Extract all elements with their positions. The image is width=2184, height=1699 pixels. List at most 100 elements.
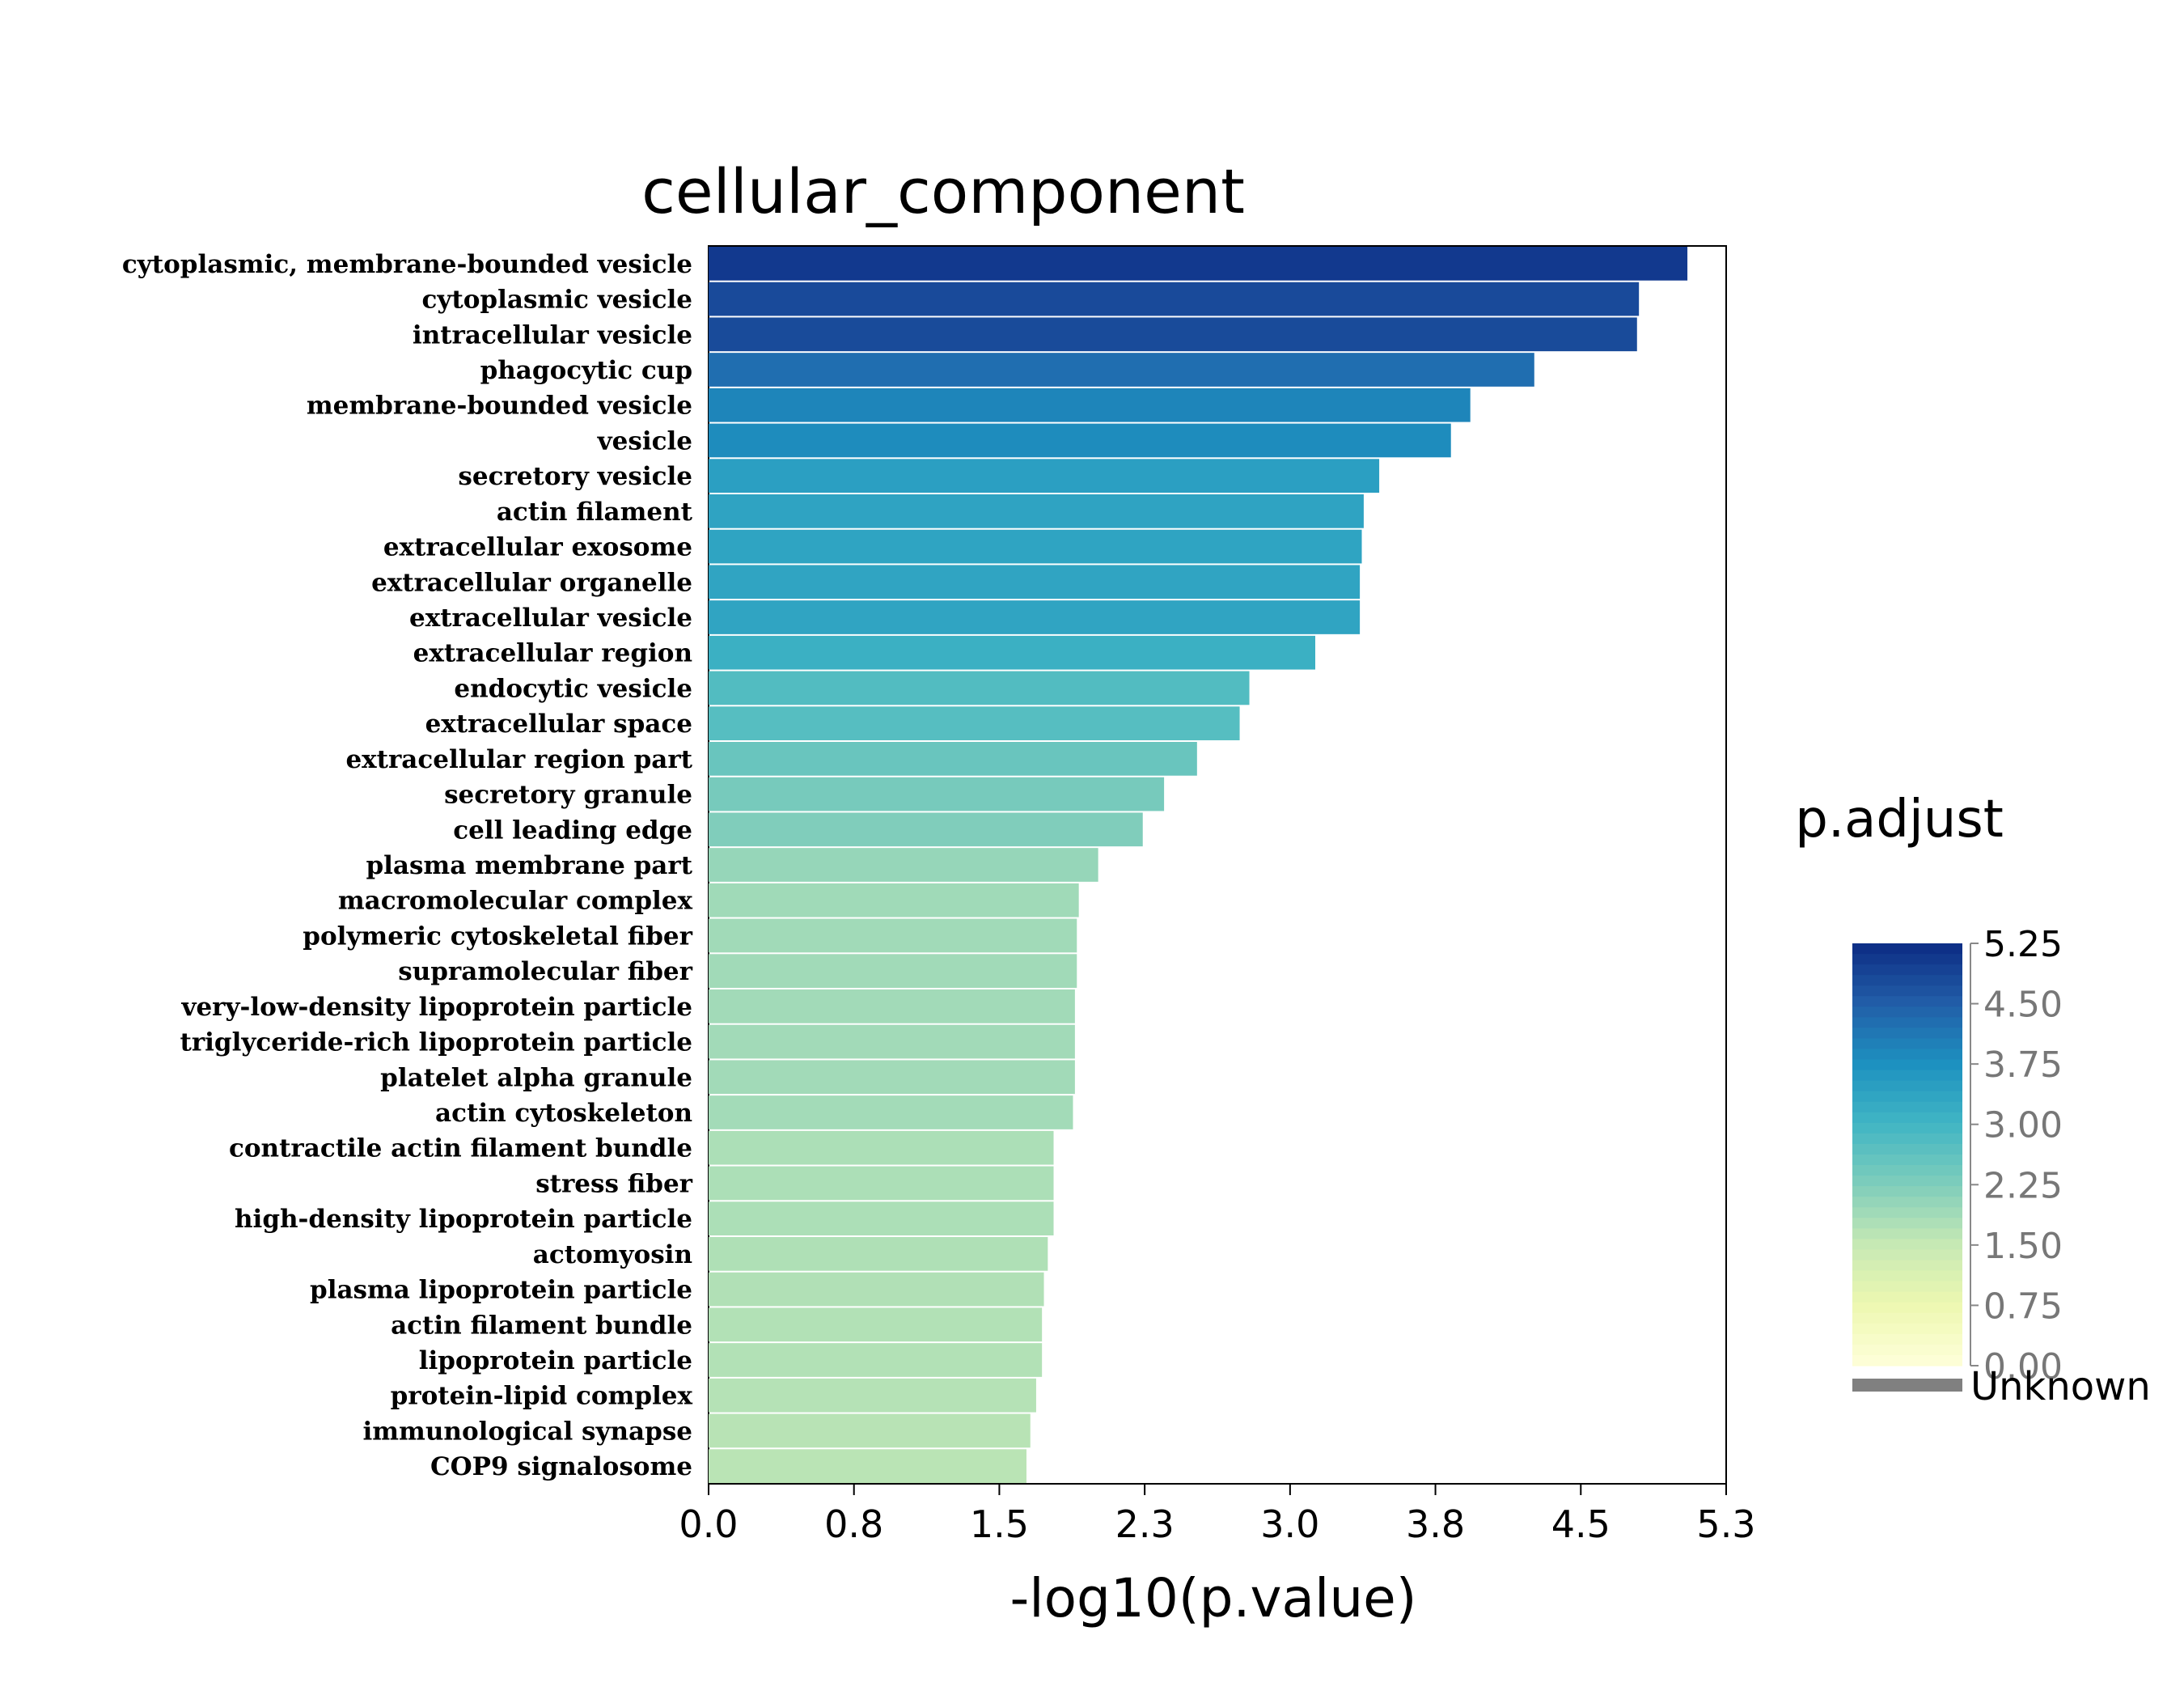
category-label: macromolecular complex bbox=[338, 887, 693, 916]
x-tick-label: 0.0 bbox=[679, 1502, 738, 1546]
bar bbox=[709, 1413, 1031, 1448]
bar bbox=[709, 1130, 1054, 1165]
legend-color-step bbox=[1852, 975, 1962, 986]
legend-color-step bbox=[1852, 1218, 1962, 1229]
bar bbox=[709, 1237, 1048, 1271]
category-label: cell leading edge bbox=[453, 816, 692, 845]
category-label: stress fiber bbox=[535, 1169, 692, 1198]
legend-color-step bbox=[1852, 1176, 1962, 1187]
legend-color-step bbox=[1852, 943, 1962, 955]
legend-colorbar bbox=[1852, 943, 1962, 1366]
x-tick-label: 5.3 bbox=[1696, 1502, 1755, 1546]
x-tick-label: 0.8 bbox=[824, 1502, 883, 1546]
category-label: plasma membrane part bbox=[366, 851, 692, 880]
legend-color-step bbox=[1852, 1312, 1962, 1324]
bar bbox=[709, 423, 1451, 458]
legend-tick-label: 1.50 bbox=[1983, 1226, 2063, 1267]
plot-area: cytoplasmic, membrane-bounded vesicle cyt… bbox=[122, 245, 1727, 1485]
category-label: very-low-density lipoprotein particle bbox=[180, 993, 692, 1022]
category-label: platelet alpha granule bbox=[380, 1063, 692, 1092]
legend-tick-label: 3.75 bbox=[1983, 1044, 2063, 1086]
x-axis: 0.0 0.8 1.5 2.3 3.0 3.8 4.5 5.3 bbox=[679, 1483, 1756, 1546]
category-label: actin filament bundle bbox=[391, 1311, 692, 1340]
legend-color-step bbox=[1852, 1228, 1962, 1239]
legend-unknown-label: Unknown bbox=[1970, 1364, 2151, 1409]
category-label: immunological synapse bbox=[362, 1417, 692, 1446]
legend-color-step bbox=[1852, 954, 1962, 965]
category-label: triglyceride-rich lipoprotein particle bbox=[180, 1028, 693, 1057]
legend-tick-label: 0.00 bbox=[1983, 1346, 2063, 1388]
bar bbox=[709, 848, 1098, 882]
legend-color-step bbox=[1852, 1049, 1962, 1061]
bar bbox=[709, 1024, 1075, 1059]
legend-color-step bbox=[1852, 1249, 1962, 1261]
category-label: actin filament bbox=[497, 498, 693, 527]
legend-color-step bbox=[1852, 1270, 1962, 1282]
bar bbox=[709, 353, 1534, 387]
legend-color-step bbox=[1852, 1027, 1962, 1040]
category-label: vesicle bbox=[597, 426, 692, 455]
category-label: extracellular region part bbox=[345, 745, 692, 774]
legend-color-step bbox=[1852, 1291, 1962, 1303]
bar bbox=[709, 317, 1637, 352]
bar bbox=[709, 1272, 1044, 1307]
legend-color-step bbox=[1852, 1302, 1962, 1314]
legend-tick-label: 4.50 bbox=[1983, 985, 2063, 1026]
bar bbox=[709, 954, 1077, 988]
bar bbox=[709, 459, 1380, 493]
x-axis-title: -log10(p.value) bbox=[1009, 1567, 1416, 1629]
legend-color-step bbox=[1852, 1239, 1962, 1251]
bar bbox=[709, 1060, 1075, 1095]
bar bbox=[709, 742, 1197, 776]
legend-color-step bbox=[1852, 1155, 1962, 1166]
x-tick-label: 4.5 bbox=[1551, 1502, 1610, 1546]
bar bbox=[709, 777, 1165, 811]
legend-color-step bbox=[1852, 1133, 1962, 1145]
legend-color-step bbox=[1852, 1143, 1962, 1155]
category-label: intracellular vesicle bbox=[413, 320, 692, 350]
category-label: actin cytoskeleton bbox=[435, 1099, 692, 1128]
category-label: membrane-bounded vesicle bbox=[307, 392, 692, 421]
bar bbox=[709, 600, 1361, 634]
legend-color-step bbox=[1852, 1323, 1962, 1335]
category-label: extracellular space bbox=[425, 710, 692, 739]
legend-unknown-swatch bbox=[1852, 1379, 1962, 1392]
category-label: extracellular organelle bbox=[371, 568, 692, 597]
category-label: extracellular region bbox=[413, 639, 692, 668]
category-label: cytoplasmic vesicle bbox=[422, 286, 692, 315]
x-tick-label: 3.0 bbox=[1260, 1502, 1319, 1546]
legend-color-step bbox=[1852, 1197, 1962, 1208]
bar bbox=[709, 671, 1250, 705]
legend-color-step bbox=[1852, 985, 1962, 997]
bar bbox=[709, 1449, 1026, 1483]
bar bbox=[709, 1166, 1054, 1201]
legend-color-step bbox=[1852, 1165, 1962, 1176]
category-label: secretory vesicle bbox=[458, 462, 692, 491]
bar bbox=[709, 812, 1143, 847]
legend-tick-label: 2.25 bbox=[1983, 1165, 2063, 1206]
x-tick-label: 1.5 bbox=[970, 1502, 1029, 1546]
legend-color-step bbox=[1852, 1333, 1962, 1345]
legend-color-step bbox=[1852, 964, 1962, 976]
legend-color-step bbox=[1852, 1354, 1962, 1366]
category-label: extracellular vesicle bbox=[409, 604, 692, 633]
x-tick-label: 2.3 bbox=[1115, 1502, 1175, 1546]
legend-color-step bbox=[1852, 1080, 1962, 1092]
category-label: actomyosin bbox=[533, 1240, 692, 1269]
legend-color-step bbox=[1852, 1101, 1962, 1113]
category-label: endocytic vesicle bbox=[454, 674, 692, 703]
bar bbox=[709, 883, 1079, 917]
legend-color-step bbox=[1852, 996, 1962, 1007]
color-legend: p.adjust 5.25 4.50 3.75 3.00 2.25 1.50 0.75 0.0… bbox=[1795, 790, 2151, 1409]
category-label: plasma lipoprotein particle bbox=[310, 1276, 692, 1305]
legend-ticks: 5.25 4.50 3.75 3.00 2.25 1.50 0.75 0.00 bbox=[1970, 924, 2063, 1388]
chart-title: cellular_component bbox=[641, 155, 1245, 227]
legend-color-step bbox=[1852, 1091, 1962, 1103]
category-label: COP9 signalosome bbox=[430, 1452, 692, 1481]
bar bbox=[709, 565, 1361, 600]
bar bbox=[709, 282, 1640, 316]
bar bbox=[709, 494, 1364, 528]
legend-tick-label: 3.00 bbox=[1983, 1105, 2063, 1146]
category-label: supramolecular fiber bbox=[398, 957, 692, 986]
